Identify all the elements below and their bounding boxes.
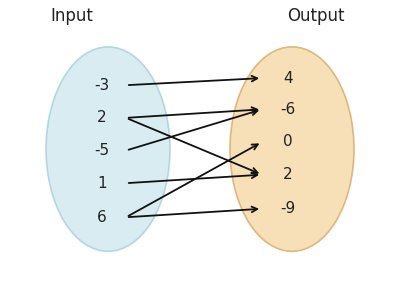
Text: -6: -6 bbox=[280, 102, 296, 117]
Text: 0: 0 bbox=[283, 135, 293, 149]
Text: -9: -9 bbox=[280, 201, 296, 216]
Text: Output: Output bbox=[287, 7, 345, 25]
Text: Input: Input bbox=[50, 7, 94, 25]
Text: 6: 6 bbox=[97, 210, 107, 225]
Ellipse shape bbox=[230, 47, 354, 251]
Text: 4: 4 bbox=[283, 71, 293, 85]
Text: -5: -5 bbox=[94, 143, 110, 158]
Text: 2: 2 bbox=[283, 167, 293, 182]
Text: 1: 1 bbox=[97, 176, 107, 191]
Text: 2: 2 bbox=[97, 110, 107, 125]
Ellipse shape bbox=[46, 47, 170, 251]
Text: -3: -3 bbox=[94, 78, 110, 93]
